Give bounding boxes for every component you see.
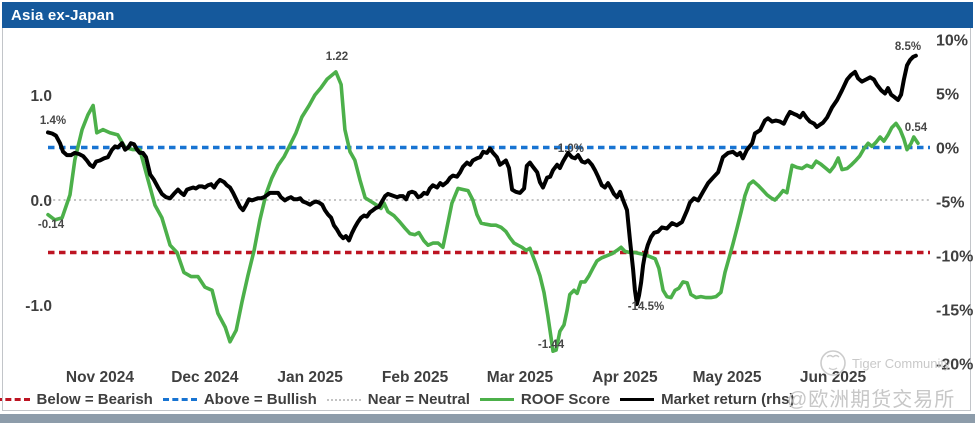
x-axis-tick: Nov 2024 — [66, 369, 134, 386]
data-label: 1.22 — [326, 51, 348, 63]
right-axis-tick: -20% — [936, 357, 973, 374]
right-axis-tick: -5% — [936, 195, 964, 212]
left-axis-tick: -1.0 — [25, 298, 52, 315]
x-axis-tick: Dec 2024 — [171, 369, 239, 386]
left-axis-tick: 0.0 — [30, 193, 52, 210]
x-axis-tick: Apr 2025 — [592, 369, 658, 386]
data-label: -0.14 — [38, 219, 65, 231]
right-axis-tick: 5% — [936, 87, 959, 104]
data-label: 0.54 — [905, 122, 928, 134]
data-label: 1.4% — [40, 115, 66, 127]
x-axis-tick: Jan 2025 — [277, 369, 343, 386]
chart-title-bar: Asia ex-Japan — [2, 2, 973, 28]
chart-frame — [2, 2, 971, 411]
market-return-line — [46, 53, 918, 307]
x-axis-tick: May 2025 — [693, 369, 762, 386]
x-axis-tick: Feb 2025 — [382, 369, 449, 386]
x-axis-tick: Jun 2025 — [800, 369, 867, 386]
left-axis-tick: 1.0 — [30, 88, 52, 105]
data-label: 8.5% — [895, 41, 921, 53]
page-title: Asia ex-Japan — [11, 6, 115, 24]
roof-score-line — [46, 70, 920, 353]
data-label: -1.44 — [538, 339, 565, 351]
data-label: -14.5% — [628, 301, 664, 313]
right-axis-tick: 10% — [936, 33, 968, 50]
bottom-bar — [0, 414, 975, 423]
data-label: -1.0% — [554, 143, 584, 155]
x-axis-tick: Mar 2025 — [487, 369, 554, 386]
right-axis-tick: -15% — [936, 303, 973, 320]
right-axis-tick: -10% — [936, 249, 973, 266]
right-axis-tick: 0% — [936, 141, 959, 158]
